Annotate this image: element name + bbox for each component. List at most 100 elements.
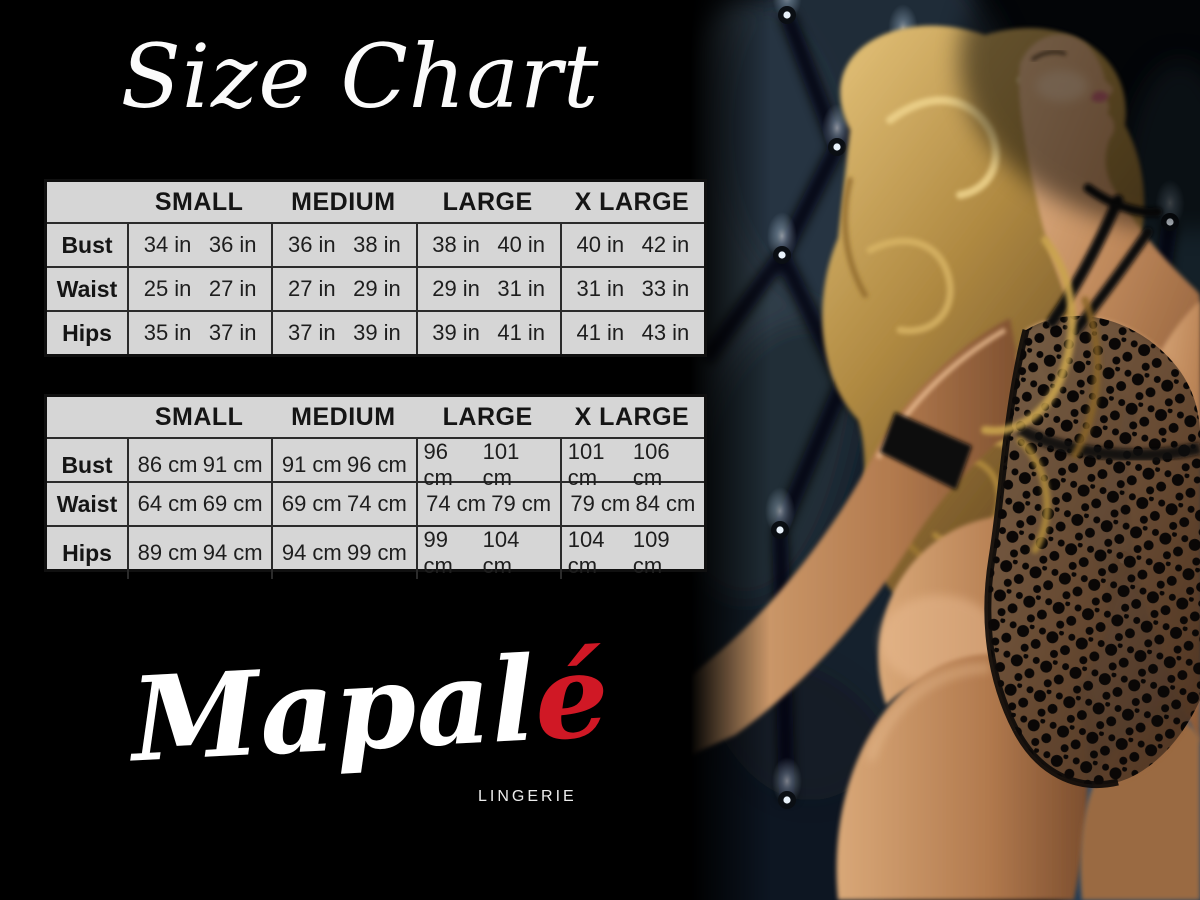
column-header: MEDIUM xyxy=(291,402,396,431)
table-header-row: SMALL MEDIUM LARGE X LARGE xyxy=(47,397,704,439)
measurement-value: 106 cm xyxy=(632,439,670,490)
column-header: SMALL xyxy=(154,402,244,431)
measurement-value: 79 cm xyxy=(570,491,631,516)
column-header: LARGE xyxy=(442,187,533,216)
measurement-value: 40 in xyxy=(497,232,546,257)
column-header: X LARGE xyxy=(574,402,690,431)
header-corner xyxy=(47,182,127,222)
measurement-cell: 27 in 29 in xyxy=(271,268,415,310)
measurement-value: 40 in xyxy=(576,232,625,257)
measurement-value: 64 cm xyxy=(137,491,198,516)
measurement-value: 37 in xyxy=(287,320,336,345)
measurement-cell: 64 cm 69 cm xyxy=(127,483,271,525)
measurement-cell: 69 cm 74 cm xyxy=(271,483,415,525)
measurement-cell: 37 in 39 in xyxy=(271,312,415,354)
page-title: Size Chart xyxy=(120,25,600,128)
measurement-value: 38 in xyxy=(432,232,480,257)
brand-tagline: LINGERIE xyxy=(478,788,577,805)
measurement-cell: 40 in 42 in xyxy=(559,224,704,266)
measurement-value: 39 in xyxy=(432,320,480,345)
measurement-cell: 91 cm 96 cm xyxy=(271,439,415,491)
measurement-value: 31 in xyxy=(497,276,546,301)
model-photo-art xyxy=(690,0,1200,900)
measurement-value: 38 in xyxy=(353,232,401,257)
measurement-value: 69 cm xyxy=(202,491,263,516)
brand-logo: Mapalé LINGERIE xyxy=(128,628,612,856)
measurement-value: 79 cm xyxy=(491,491,552,516)
model-photo xyxy=(690,0,1200,900)
measurement-value: 101 cm xyxy=(482,439,520,490)
lace-bodysuit xyxy=(984,183,1200,789)
table-row: Hips 35 in 37 in 37 in 39 in 39 in 41 in 41 in 4… xyxy=(47,310,704,354)
measurement-value: 89 cm xyxy=(137,540,198,565)
measurement-value: 41 in xyxy=(576,320,625,345)
table-row: Bust 34 in 36 in 36 in 38 in 38 in 40 in 40 in 4… xyxy=(47,224,704,266)
measurement-value: 34 in xyxy=(143,232,192,257)
table-row: Waist 64 cm 69 cm 69 cm 74 cm 74 cm 79 cm 79 cm… xyxy=(47,481,704,525)
measurement-value: 99 cm xyxy=(346,540,407,565)
measurement-value: 104 cm xyxy=(482,527,520,578)
measurement-value: 94 cm xyxy=(202,540,263,565)
measurement-cell: 86 cm 91 cm xyxy=(127,439,271,491)
table-row: Hips 89 cm 94 cm 94 cm 99 cm 99 cm 104 cm 104 c… xyxy=(47,525,704,579)
measurement-value: 42 in xyxy=(641,232,690,257)
measurement-cell: 101 cm 106 cm xyxy=(559,439,704,491)
measurement-cell: 25 in 27 in xyxy=(127,268,271,310)
column-header: LARGE xyxy=(442,402,533,431)
measurement-cell: 29 in 31 in xyxy=(415,268,560,310)
measurement-cell: 34 in 36 in xyxy=(127,224,271,266)
measurement-value: 96 cm xyxy=(423,439,453,490)
measurement-cell: 38 in 40 in xyxy=(415,224,560,266)
measurement-cell: 89 cm 94 cm xyxy=(127,527,271,579)
measurement-cell: 79 cm 84 cm xyxy=(559,483,704,525)
measurement-value: 104 cm xyxy=(567,527,605,578)
front-hair-strands xyxy=(981,236,1101,554)
measurement-cell: 104 cm 109 cm xyxy=(559,527,704,579)
measurement-value: 29 in xyxy=(353,276,401,301)
measurement-cell: 74 cm 79 cm xyxy=(415,483,560,525)
table-row: Waist 25 in 27 in 27 in 29 in 29 in 31 in 31 in… xyxy=(47,266,704,310)
measurement-value: 36 in xyxy=(287,232,336,257)
measurement-value: 41 in xyxy=(497,320,546,345)
measurement-cell: 39 in 41 in xyxy=(415,312,560,354)
measurement-value: 91 cm xyxy=(281,452,342,477)
chart-content: Size Chart SMALL MEDIUM LARGE X LARGE Bust 34… xyxy=(44,25,707,856)
row-label: Hips xyxy=(62,539,112,566)
measurement-value: 27 in xyxy=(287,276,336,301)
measurement-value: 74 cm xyxy=(346,491,407,516)
row-label: Hips xyxy=(62,319,112,346)
brand-name-main: Mapal xyxy=(127,631,539,789)
armband xyxy=(880,412,972,490)
measurement-value: 29 in xyxy=(432,276,480,301)
brand-name-accent: é xyxy=(531,627,613,768)
size-table-centimeters: SMALL MEDIUM LARGE X LARGE Bust 86 cm 91 cm 91 … xyxy=(44,394,707,579)
measurement-value: 84 cm xyxy=(635,491,696,516)
measurement-cell: 96 cm 101 cm xyxy=(415,439,560,491)
column-header: MEDIUM xyxy=(291,187,396,216)
measurement-value: 109 cm xyxy=(632,527,670,578)
measurement-value: 31 in xyxy=(576,276,625,301)
column-header: SMALL xyxy=(154,187,244,216)
row-label: Waist xyxy=(56,490,118,517)
measurement-value: 36 in xyxy=(208,232,257,257)
measurement-value: 101 cm xyxy=(567,439,605,490)
table-row: Bust 86 cm 91 cm 91 cm 96 cm 96 cm 101 cm 101 c… xyxy=(47,439,704,491)
measurement-value: 27 in xyxy=(208,276,257,301)
row-label: Bust xyxy=(61,451,113,478)
measurement-cell: 31 in 33 in xyxy=(559,268,704,310)
measurement-value: 37 in xyxy=(208,320,257,345)
measurement-value: 91 cm xyxy=(202,452,263,477)
size-table-inches: SMALL MEDIUM LARGE X LARGE Bust 34 in 36 in 36 … xyxy=(44,179,707,357)
row-label: Waist xyxy=(56,275,118,302)
header-corner xyxy=(47,397,127,437)
measurement-cell: 36 in 38 in xyxy=(271,224,415,266)
measurement-value: 99 cm xyxy=(423,527,453,578)
measurement-value: 69 cm xyxy=(281,491,342,516)
column-header: X LARGE xyxy=(574,187,690,216)
measurement-value: 96 cm xyxy=(346,452,407,477)
measurement-cell: 94 cm 99 cm xyxy=(271,527,415,579)
model-arm xyxy=(690,318,1028,755)
measurement-value: 86 cm xyxy=(137,452,198,477)
measurement-value: 74 cm xyxy=(426,491,487,516)
row-label: Bust xyxy=(61,231,113,258)
